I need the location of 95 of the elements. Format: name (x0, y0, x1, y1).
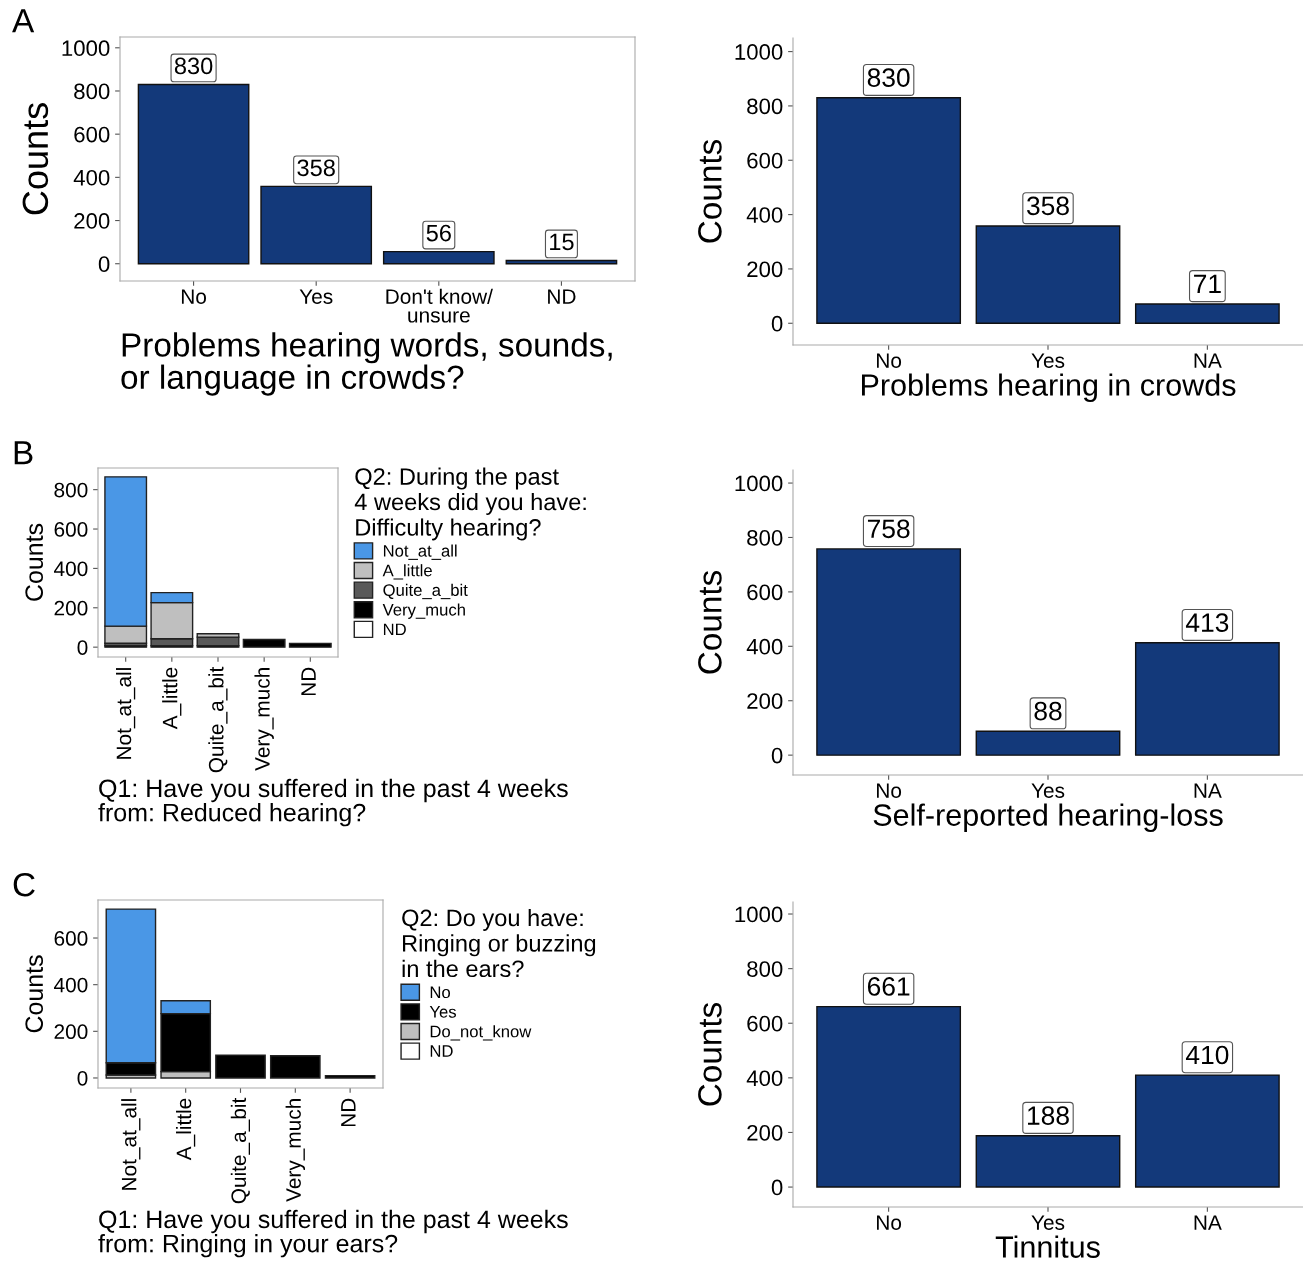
y-tick-label: 800 (747, 530, 783, 546)
x-tick-label: Yes (299, 289, 333, 304)
x-tick-label: A_little (162, 667, 182, 730)
x-axis-title: Tinnitus (995, 1235, 1100, 1258)
y-axis-title: Counts (25, 523, 44, 601)
text: C (13, 872, 35, 897)
x-tick-label: NA (1194, 783, 1222, 798)
y-axis-title: Counts (698, 570, 722, 674)
x-tick-label: No (181, 289, 207, 304)
x-tick-label: Don't know/ unsure (386, 288, 493, 323)
y-tick-label: 200 (747, 1124, 783, 1141)
y-tick-label: 200 (747, 261, 783, 278)
data-label: 358 (1026, 196, 1069, 216)
text: B (14, 441, 33, 465)
y-tick-label: 200 (54, 1024, 88, 1040)
y-tick-label: 0 (771, 315, 783, 332)
y-tick-label: 800 (747, 961, 783, 977)
y-axis-title: Counts (698, 139, 722, 243)
y-tick-label: 400 (746, 638, 783, 655)
x-tick-label: Not_at_all (121, 1099, 141, 1190)
x-tick-label: Quite_a_bit (230, 1097, 251, 1204)
data-label: 661 (867, 977, 910, 996)
y-tick-label: 200 (74, 213, 110, 229)
x-tick-label: ND (341, 1098, 356, 1127)
x-axis-title: Q1: Have you suffered in the past 4 weeks from: Reduced hearing? (98, 778, 568, 827)
x-tick-label: ND (548, 289, 576, 304)
y-tick-label: 600 (747, 152, 783, 169)
y-tick-label: 200 (54, 600, 88, 616)
data-label: 758 (867, 519, 910, 539)
x-tick-label: Quite_a_bit (208, 666, 228, 773)
x-tick-label: Not_at_all (115, 668, 136, 759)
y-tick-label: 400 (54, 561, 88, 577)
data-label: 830 (867, 68, 910, 87)
data-label: 56 (426, 224, 451, 242)
x-axis-title: Q1: Have you suffered in the past 4 weeks from: Ringing in your ears? (98, 1209, 568, 1258)
x-tick-label: A_little (175, 1098, 196, 1161)
x-axis-title: Problems hearing words, sounds, or language in crowds? (121, 332, 612, 396)
y-tick-label: 1000 (735, 475, 783, 492)
y-axis-title: Counts (25, 955, 44, 1033)
legend-label: ND (430, 1045, 453, 1057)
y-axis-title: Counts (22, 103, 49, 215)
data-label: 15 (550, 233, 574, 251)
x-tick-label: NA (1194, 353, 1222, 368)
y-axis-title: Counts (698, 1002, 722, 1106)
x-tick-label: Yes (1031, 353, 1065, 368)
legend-label: Quite_a_bit (383, 583, 468, 600)
y-tick-label: 200 (747, 693, 783, 709)
legend-label: Yes (429, 1006, 456, 1018)
y-tick-label: 400 (746, 207, 783, 223)
y-tick-label: 600 (54, 522, 88, 537)
y-tick-label: 0 (98, 256, 110, 272)
y-tick-label: 1000 (735, 44, 783, 60)
y-tick-label: 1000 (62, 40, 110, 57)
y-tick-label: 800 (54, 482, 88, 498)
x-tick-label: No (877, 1215, 902, 1230)
data-label: 413 (1185, 613, 1229, 632)
legend-label: Do_not_know (430, 1025, 532, 1041)
y-tick-label: 600 (747, 584, 783, 601)
x-tick-label: Very_much (285, 1099, 306, 1202)
y-tick-label: 600 (747, 1015, 783, 1032)
legend-title: Q2: During the past 4 weeks did you have: Difficulty hearing? (354, 467, 586, 541)
data-label: 88 (1034, 701, 1062, 721)
y-tick-label: 1000 (735, 906, 783, 923)
x-tick-label: Yes (1031, 1215, 1065, 1230)
x-tick-label: Very_much (254, 668, 274, 771)
x-tick-label: ND (301, 667, 316, 696)
x-tick-label: Yes (1031, 783, 1065, 798)
y-tick-label: 800 (74, 83, 110, 100)
x-tick-label: NA (1194, 1215, 1222, 1230)
x-tick-label: No (877, 783, 902, 798)
data-label: 410 (1185, 1045, 1229, 1065)
y-tick-label: 0 (77, 1070, 88, 1086)
y-tick-label: 800 (747, 98, 783, 115)
legend-label: ND (383, 623, 406, 636)
legend-label: Very_much (382, 603, 465, 619)
y-tick-label: 0 (771, 747, 783, 764)
y-tick-label: 0 (77, 640, 88, 655)
y-tick-label: 600 (74, 126, 110, 143)
text: A (12, 9, 35, 33)
data-label: 71 (1194, 274, 1221, 293)
x-tick-label: No (877, 353, 902, 368)
legend-label: Not_at_all (383, 544, 457, 560)
y-tick-label: 0 (771, 1179, 783, 1196)
legend-label: No (430, 986, 451, 999)
legend-label: A_little (382, 564, 432, 580)
legend-title: Q2: Do you have: Ringing or buzzing in the ears? (402, 908, 596, 978)
y-tick-label: 400 (73, 169, 110, 186)
data-label: 188 (1028, 1106, 1069, 1125)
x-axis-title: Self-reported hearing-loss (873, 803, 1223, 832)
x-axis-title: Problems hearing in crowds (862, 373, 1236, 402)
y-tick-label: 600 (54, 931, 88, 946)
data-label: 830 (174, 57, 213, 75)
y-tick-label: 400 (746, 1070, 783, 1087)
data-label: 358 (297, 159, 335, 177)
y-tick-label: 400 (54, 977, 88, 993)
